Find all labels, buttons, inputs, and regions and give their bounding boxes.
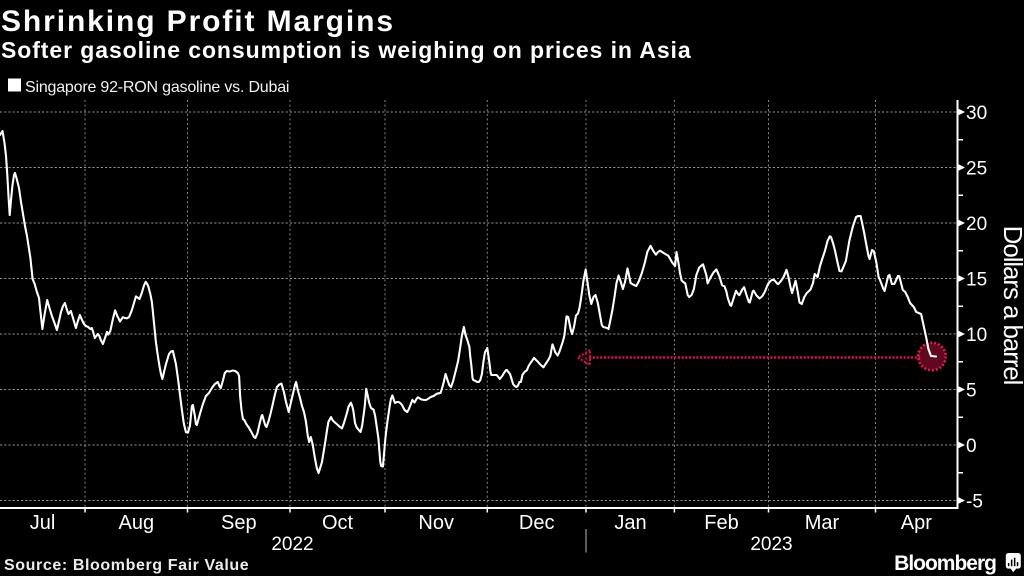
- svg-text:10: 10: [966, 325, 987, 346]
- svg-text:Mar: Mar: [805, 512, 840, 534]
- svg-text:15: 15: [966, 270, 987, 291]
- svg-text:Source: Bloomberg Fair Value: Source: Bloomberg Fair Value: [4, 557, 249, 574]
- svg-text:2022: 2022: [271, 534, 313, 555]
- svg-text:Jul: Jul: [30, 512, 56, 534]
- svg-text:Softer gasoline consumption is: Softer gasoline consumption is weighing …: [1, 37, 692, 63]
- svg-text:Dec: Dec: [519, 512, 555, 534]
- svg-text:20: 20: [966, 214, 987, 235]
- svg-text:Apr: Apr: [901, 512, 932, 534]
- svg-text:Sep: Sep: [221, 512, 257, 534]
- svg-text:0: 0: [966, 436, 977, 457]
- svg-text:Bloomberg: Bloomberg: [894, 552, 996, 575]
- svg-text:-5: -5: [966, 492, 983, 513]
- svg-text:30: 30: [966, 103, 987, 124]
- svg-text:5: 5: [966, 381, 977, 402]
- svg-text:25: 25: [966, 159, 987, 180]
- svg-text:2023: 2023: [750, 534, 792, 555]
- svg-text:Singapore 92-RON gasoline vs.: Singapore 92-RON gasoline vs. Dubai: [25, 79, 289, 96]
- svg-text:Shrinking Profit Margins: Shrinking Profit Margins: [1, 5, 395, 38]
- svg-text:Feb: Feb: [704, 512, 738, 534]
- svg-text:Oct: Oct: [322, 512, 354, 534]
- svg-text:Nov: Nov: [418, 512, 454, 534]
- svg-text:Jan: Jan: [614, 512, 646, 534]
- svg-text:Dollars a barrel: Dollars a barrel: [998, 226, 1024, 385]
- svg-text:Aug: Aug: [119, 512, 155, 534]
